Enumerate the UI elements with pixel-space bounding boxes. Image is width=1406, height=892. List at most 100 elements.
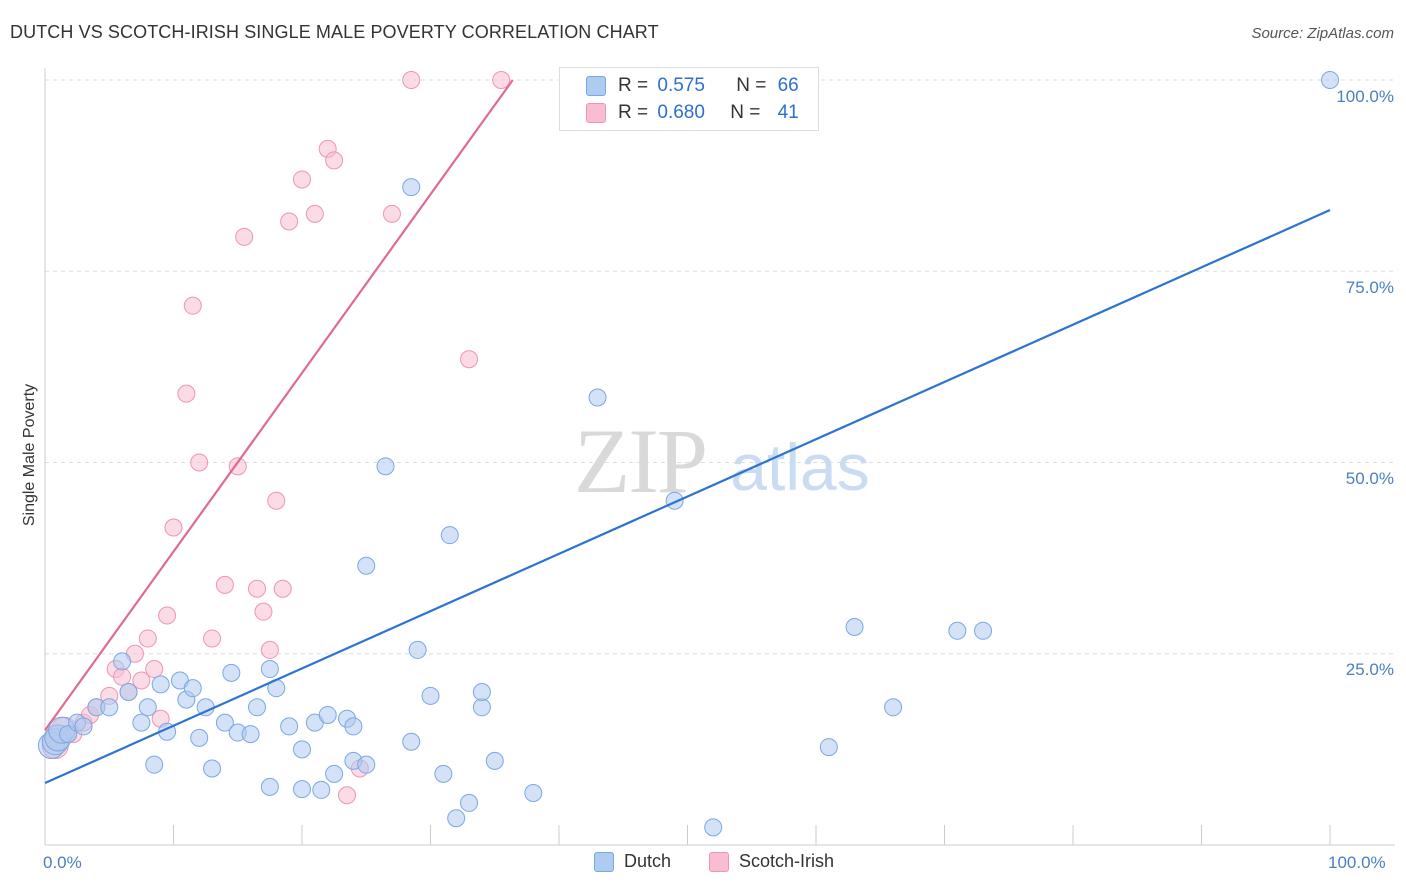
dutch-point-44	[402, 178, 421, 197]
dutch-point-43	[402, 732, 421, 751]
dutch-trend-line	[44, 209, 1331, 785]
dutch-point-23	[222, 663, 241, 682]
dutch-point-57	[704, 818, 723, 837]
scotch-irish-point-25	[248, 579, 267, 598]
scotch-irish-point-26	[254, 602, 273, 621]
dutch-n-label: N =	[736, 75, 767, 96]
dutch-point-34	[312, 780, 331, 799]
dutch-point-27	[260, 777, 279, 796]
scotch-irish-point-31	[293, 170, 311, 189]
scotch-irish-swatch	[586, 103, 606, 123]
bottom-scotch-irish-label: Scotch-Irish	[739, 851, 835, 871]
scotch-irish-point-14	[145, 660, 164, 679]
scotch-irish-n-label: N =	[730, 102, 761, 123]
dutch-point-19	[190, 728, 209, 747]
dutch-point-36	[325, 764, 344, 783]
dutch-point-50	[460, 793, 479, 812]
scotch-irish-points	[41, 71, 511, 805]
scotch-irish-point-23	[228, 457, 247, 476]
x-tick-label-100: 100.0%	[1328, 853, 1386, 872]
dutch-point-62	[884, 698, 903, 717]
y-tick-label-75: 75.0%	[1345, 278, 1394, 297]
dutch-r-label: R =	[618, 75, 649, 96]
dutch-point-14	[151, 675, 170, 694]
bottom-legend-dutch: Dutch	[594, 851, 671, 872]
dutch-point-31	[293, 740, 311, 759]
dutch-point-30	[280, 717, 299, 736]
scotch-irish-point-38	[402, 71, 421, 89]
scotch-irish-point-37	[382, 204, 401, 223]
dutch-point-18	[183, 679, 202, 698]
trend-lines	[44, 79, 1331, 785]
dutch-r-value: 0.575	[657, 75, 705, 96]
dutch-point-52	[472, 683, 491, 701]
axes	[44, 68, 1395, 846]
dutch-n-value: 66	[777, 75, 799, 96]
scotch-irish-point-22	[215, 575, 234, 594]
scotch-irish-point-34	[325, 151, 344, 170]
scotch-irish-point-21	[203, 629, 222, 648]
scotch-irish-point-28	[267, 491, 286, 510]
dutch-point-61	[845, 617, 864, 636]
chart-title: DUTCH VS SCOTCH-IRISH SINGLE MALE POVERT…	[10, 22, 659, 42]
dutch-point-26	[248, 698, 267, 717]
dutch-point-40	[357, 755, 376, 774]
scotch-irish-point-18	[177, 384, 196, 403]
grid-lines	[45, 79, 1395, 655]
scotch-irish-point-13	[138, 629, 157, 648]
dutch-point-51	[472, 698, 491, 717]
dutch-point-32	[293, 780, 311, 799]
scotch-irish-point-20	[190, 453, 209, 472]
dutch-point-54	[524, 783, 543, 802]
dutch-point-13	[145, 755, 164, 774]
scotch-irish-n-value: 41	[777, 102, 799, 123]
dutch-point-38	[344, 717, 363, 736]
scotch-irish-point-40	[492, 71, 511, 89]
scotch-irish-r-value: 0.680	[657, 102, 705, 123]
dutch-point-48	[440, 526, 459, 545]
dutch-point-46	[421, 686, 440, 705]
y-tick-label-50: 50.0%	[1345, 469, 1394, 488]
dutch-point-47	[434, 764, 453, 783]
scotch-irish-point-27	[260, 640, 279, 659]
dutch-point-9	[113, 652, 132, 671]
scotch-irish-point-24	[235, 227, 254, 246]
watermark: ZIP atlas	[574, 410, 870, 512]
dutch-swatch	[586, 76, 606, 96]
scotch-irish-point-17	[164, 518, 183, 537]
x-tick-label-0: 0.0%	[43, 853, 82, 872]
scotch-irish-point-32	[305, 204, 324, 223]
dutch-point-53	[485, 751, 504, 770]
scotch-irish-point-29	[273, 579, 292, 598]
dutch-point-63	[948, 621, 967, 640]
scotch-irish-point-39	[460, 350, 479, 369]
scotch-irish-point-9	[113, 667, 132, 686]
dutch-points	[37, 71, 1339, 837]
y-tick-label-25: 25.0%	[1345, 660, 1394, 679]
dutch-point-11	[132, 713, 151, 732]
dutch-point-55	[588, 388, 607, 407]
dutch-point-35	[318, 705, 337, 724]
dutch-point-21	[203, 759, 222, 778]
stats-legend: R = 0.575 N = 66 R = 0.680 N = 41	[559, 67, 819, 131]
y-axis-label: Single Male Poverty	[21, 383, 38, 527]
dutch-point-60	[819, 738, 838, 757]
dutch-point-6	[74, 717, 93, 736]
scotch-irish-point-19	[183, 296, 202, 315]
watermark-zip: ZIP	[574, 410, 706, 512]
y-tick-label-100: 100.0%	[1336, 87, 1394, 106]
scotch-irish-point-12	[132, 671, 151, 690]
bottom-scotch-irish-swatch	[709, 851, 729, 872]
scotch-irish-point-16	[158, 606, 177, 625]
bottom-dutch-label: Dutch	[624, 851, 672, 871]
dutch-point-10	[119, 683, 138, 701]
dutch-point-64	[974, 621, 993, 640]
bottom-dutch-swatch	[594, 851, 614, 872]
dutch-point-42	[376, 457, 395, 476]
dutch-point-45	[408, 640, 427, 659]
dutch-point-28	[260, 660, 279, 679]
dutch-point-25	[241, 725, 260, 744]
scotch-irish-trend-line	[44, 79, 514, 731]
dutch-point-8	[100, 698, 119, 717]
